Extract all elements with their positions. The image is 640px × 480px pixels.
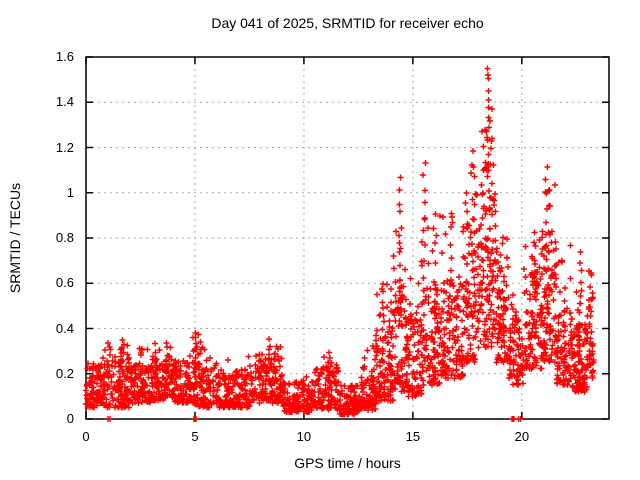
- data-points-scatter: [83, 65, 597, 422]
- x-tick-label: 5: [191, 429, 199, 444]
- x-tick-label: 10: [296, 429, 312, 444]
- y-tick-label: 1.4: [55, 94, 74, 110]
- y-tick-label: 1.6: [55, 49, 74, 64]
- chart-title: Day 041 of 2025, SRMTID for receiver ech…: [211, 15, 484, 31]
- x-tick-label: 15: [405, 429, 421, 444]
- y-tick-label: 0.4: [55, 320, 74, 336]
- x-tick-label: 20: [514, 429, 530, 444]
- x-axis-title: GPS time / hours: [294, 455, 401, 471]
- y-tick-label: 0.2: [55, 365, 74, 381]
- y-tick-label: 0.8: [55, 230, 74, 245]
- y-tick-label: 0: [66, 411, 74, 426]
- y-tick-label: 1.2: [55, 139, 74, 155]
- y-tick-label: 0.6: [55, 275, 74, 291]
- y-tick-label: 1: [66, 184, 74, 200]
- x-tick-label: 0: [82, 429, 90, 444]
